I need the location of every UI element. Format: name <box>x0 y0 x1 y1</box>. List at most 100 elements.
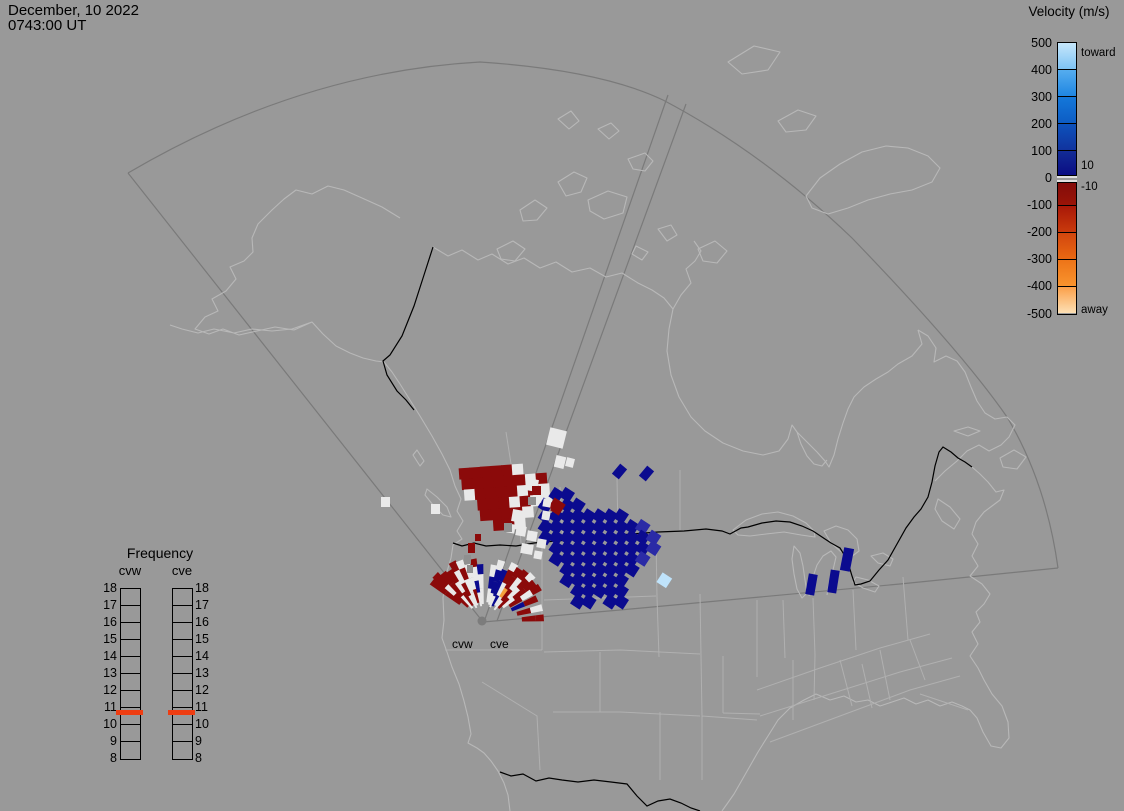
radar-velocity-cell <box>580 551 597 567</box>
frequency-radar-cve: cve <box>171 563 193 578</box>
radar-velocity-cell <box>475 534 481 541</box>
frequency-tick-label: 15 <box>195 631 209 646</box>
radar-velocity-cell <box>570 518 586 535</box>
arctic-islands <box>496 45 941 264</box>
radar-velocity-cell <box>580 593 597 610</box>
radar-velocity-cell <box>553 454 567 470</box>
radar-velocity-cell <box>645 540 662 557</box>
frequency-segment <box>121 639 140 656</box>
radar-velocity-cell <box>500 507 513 520</box>
radar-velocity-cell <box>519 589 534 601</box>
neg-threshold-label: -10 <box>1081 181 1098 193</box>
frequency-segment <box>173 605 192 622</box>
radar-velocity-cell <box>508 562 519 573</box>
radar-velocity-cell <box>602 593 619 610</box>
frequency-radar-cvw: cvw <box>118 563 142 578</box>
frequency-segment <box>121 605 140 622</box>
radar-velocity-cell <box>542 498 552 508</box>
radar-velocity-cell <box>602 529 619 546</box>
frequency-segment <box>121 690 140 707</box>
velocity-tick-label: -500 <box>1026 306 1052 321</box>
radar-velocity-cell <box>498 569 508 583</box>
frequency-segment <box>173 656 192 673</box>
radar-velocity-cell <box>570 497 586 514</box>
velocity-tick-label: 100 <box>1031 143 1052 158</box>
fov-inner-edge-cvw <box>483 94 669 623</box>
radar-velocity-cell <box>494 596 503 607</box>
radar-velocity-cell <box>502 596 516 609</box>
velocity-color-segment <box>1058 96 1076 124</box>
frequency-tick-label: 15 <box>103 631 117 646</box>
radar-velocity-cell <box>493 580 503 597</box>
radar-site-label-cve: cve <box>490 637 509 651</box>
radar-velocity-cell <box>490 581 498 594</box>
radar-velocity-cell <box>479 588 484 605</box>
radar-velocity-cell <box>613 529 629 546</box>
frequency-tick-label: 12 <box>103 682 117 697</box>
radar-velocity-cell <box>488 576 495 589</box>
radar-velocity-cell <box>431 504 440 514</box>
radar-velocity-cell <box>526 530 538 542</box>
radar-velocity-cell <box>517 569 530 582</box>
frequency-tick-label: 18 <box>195 580 209 595</box>
radar-velocity-cell <box>460 594 474 609</box>
velocity-zero-band <box>1057 174 1077 183</box>
fov-left-edge <box>127 172 484 623</box>
velocity-color-segment <box>1058 123 1076 151</box>
radar-velocity-cell <box>514 474 527 487</box>
radar-velocity-cell <box>827 569 840 594</box>
radar-velocity-cell <box>511 463 524 476</box>
frequency-tick-label: 14 <box>195 648 209 663</box>
radar-velocity-cell <box>656 572 673 589</box>
radar-velocity-cell <box>591 508 608 524</box>
frequency-marker <box>168 710 195 716</box>
radar-velocity-cell <box>506 485 519 498</box>
radar-velocity-cell <box>624 551 640 567</box>
radar-velocity-cell <box>529 583 542 596</box>
radar-velocity-cell <box>839 547 855 572</box>
radar-velocity-cell <box>548 540 565 557</box>
radar-velocity-cell <box>559 486 575 503</box>
radar-data-cells <box>381 427 855 622</box>
frequency-segment <box>173 724 192 741</box>
radar-velocity-cell <box>493 569 502 583</box>
radar-velocity-cell <box>512 587 527 601</box>
frequency-tick-label: 10 <box>195 716 209 731</box>
radar-velocity-cell <box>490 465 503 478</box>
velocity-tick-label: -300 <box>1026 252 1052 267</box>
frequency-segment <box>121 673 140 690</box>
velocity-tick-label: 300 <box>1031 89 1052 104</box>
velocity-color-segment <box>1058 150 1076 178</box>
velocity-tick-label: 400 <box>1031 62 1052 77</box>
radar-velocity-cell <box>488 592 494 605</box>
timestamp: December, 10 2022 0743:00 UT <box>8 3 139 33</box>
radar-velocity-cell <box>479 509 492 522</box>
radar-site-dot <box>477 616 487 626</box>
radar-velocity-cell <box>624 529 640 546</box>
radar-velocity-cell <box>464 555 471 564</box>
radar-velocity-cell <box>511 509 525 523</box>
radar-velocity-cell <box>446 568 460 584</box>
radar-velocity-cell <box>570 572 586 589</box>
radar-velocity-cell <box>613 540 629 557</box>
radar-velocity-cell <box>541 510 551 521</box>
radar-velocity-cell <box>591 540 608 557</box>
radar-velocity-cell <box>570 508 586 524</box>
radar-velocity-cell <box>500 588 513 602</box>
radar-velocity-cell <box>524 572 536 583</box>
radar-velocity-cell <box>529 604 543 614</box>
radar-velocity-cell <box>489 595 496 608</box>
radar-velocity-cell <box>522 506 534 518</box>
frequency-tick-label: 16 <box>103 614 117 629</box>
radar-velocity-cell <box>634 529 651 546</box>
radar-velocity-cell <box>559 508 575 524</box>
radar-velocity-cell <box>502 569 515 585</box>
frequency-segment <box>173 622 192 639</box>
radar-velocity-cell <box>497 597 510 609</box>
radar-velocity-cell <box>471 566 480 582</box>
radar-velocity-cell <box>528 497 536 505</box>
radar-site-label-cvw: cvw <box>452 637 473 651</box>
frequency-tick-label: 16 <box>195 614 209 629</box>
great-lakes <box>732 511 894 599</box>
radar-velocity-cell <box>624 518 640 535</box>
